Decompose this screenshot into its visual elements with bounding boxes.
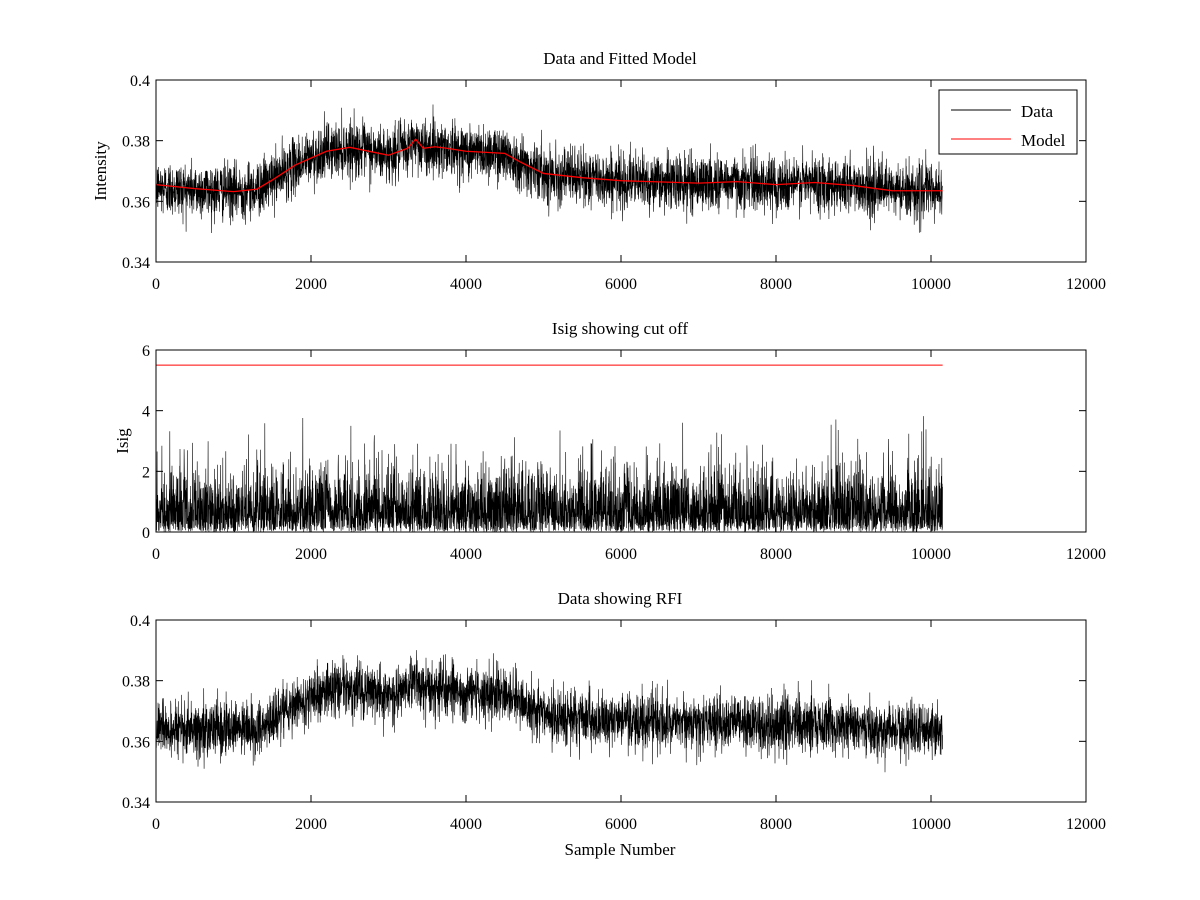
x-tick-label: 0 <box>152 816 160 833</box>
y-tick-label: 0.38 <box>122 134 150 151</box>
panel-2-ticks: 0 2000 4000 6000 8000 10000 12000 0 2 4 6 <box>142 343 1106 563</box>
y-tick-label: 0.38 <box>122 674 150 691</box>
x-tick-label: 8000 <box>760 276 792 293</box>
legend: Data Model <box>938 89 1078 155</box>
legend-data-label: Data <box>1021 102 1054 121</box>
x-tick-label: 2000 <box>295 816 327 833</box>
x-tick-label: 8000 <box>760 546 792 563</box>
x-tick-label: 4000 <box>450 276 482 293</box>
legend-model-label: Model <box>1021 131 1066 150</box>
x-tick-label: 0 <box>152 276 160 293</box>
panel-1-title: Data and Fitted Model <box>543 49 697 68</box>
x-tick-label: 2000 <box>295 276 327 293</box>
panel-3-axes-box <box>155 619 1087 803</box>
series-signal-line <box>155 416 943 533</box>
x-tick-label: 6000 <box>605 546 637 563</box>
panel-1-plot-area <box>155 104 943 234</box>
x-tick-label: 12000 <box>1066 276 1106 293</box>
series-model-line <box>155 138 943 193</box>
y-tick-label: 0 <box>142 525 150 542</box>
panel-2-plot-area <box>155 364 943 533</box>
x-tick-label: 8000 <box>760 816 792 833</box>
panel-3-ticks: 0 2000 4000 6000 8000 10000 12000 0.34 0.36 0.38 0… <box>122 613 1106 833</box>
y-tick-label: 0.34 <box>122 255 150 272</box>
x-tick-label: 4000 <box>450 546 482 563</box>
x-tick-label: 12000 <box>1066 546 1106 563</box>
x-tick-label: 6000 <box>605 816 637 833</box>
y-tick-label: 0.4 <box>130 73 150 90</box>
panel-data-and-fitted-model: Data and Fitted Model Intensity 0 2000 400… <box>91 49 1106 293</box>
x-tick-label: 10000 <box>911 816 951 833</box>
series-signal-line <box>155 650 943 773</box>
x-tick-label: 6000 <box>605 276 637 293</box>
y-tick-label: 0.36 <box>122 194 150 211</box>
panel-3-title: Data showing RFI <box>558 589 683 608</box>
x-tick-label: 10000 <box>911 276 951 293</box>
y-tick-label: 0.34 <box>122 795 150 812</box>
panel-2-y-axis-label: Isig <box>113 428 132 454</box>
panel-1-axes-box <box>155 79 1087 263</box>
panel-3-plot-area <box>155 650 943 773</box>
x-tick-label: 0 <box>152 546 160 563</box>
panel-1-ticks: 0 2000 4000 6000 8000 10000 12000 0.34 0.36 0.38 0… <box>122 73 1106 293</box>
x-tick-label: 12000 <box>1066 816 1106 833</box>
x-tick-label: 4000 <box>450 816 482 833</box>
y-tick-label: 6 <box>142 343 150 360</box>
panel-2-axes-box <box>155 349 1087 533</box>
y-tick-label: 2 <box>142 464 150 481</box>
panel-2-title: Isig showing cut off <box>552 319 688 338</box>
y-tick-label: 4 <box>142 404 150 421</box>
panel-3-x-axis-label: Sample Number <box>565 840 676 859</box>
panel-isig-showing-cut-off: Isig showing cut off Isig 0 2000 4000 6000 8… <box>113 319 1106 563</box>
panel-data-showing-rfi: Data showing RFI 0 2000 4000 6000 8000 10000 1… <box>122 589 1106 859</box>
panel-1-y-axis-label: Intensity <box>91 141 110 201</box>
legend-box <box>938 89 1078 155</box>
series-data-line <box>155 104 943 234</box>
x-tick-label: 10000 <box>911 546 951 563</box>
x-tick-label: 2000 <box>295 546 327 563</box>
y-tick-label: 0.4 <box>130 613 150 630</box>
y-tick-label: 0.36 <box>122 734 150 751</box>
